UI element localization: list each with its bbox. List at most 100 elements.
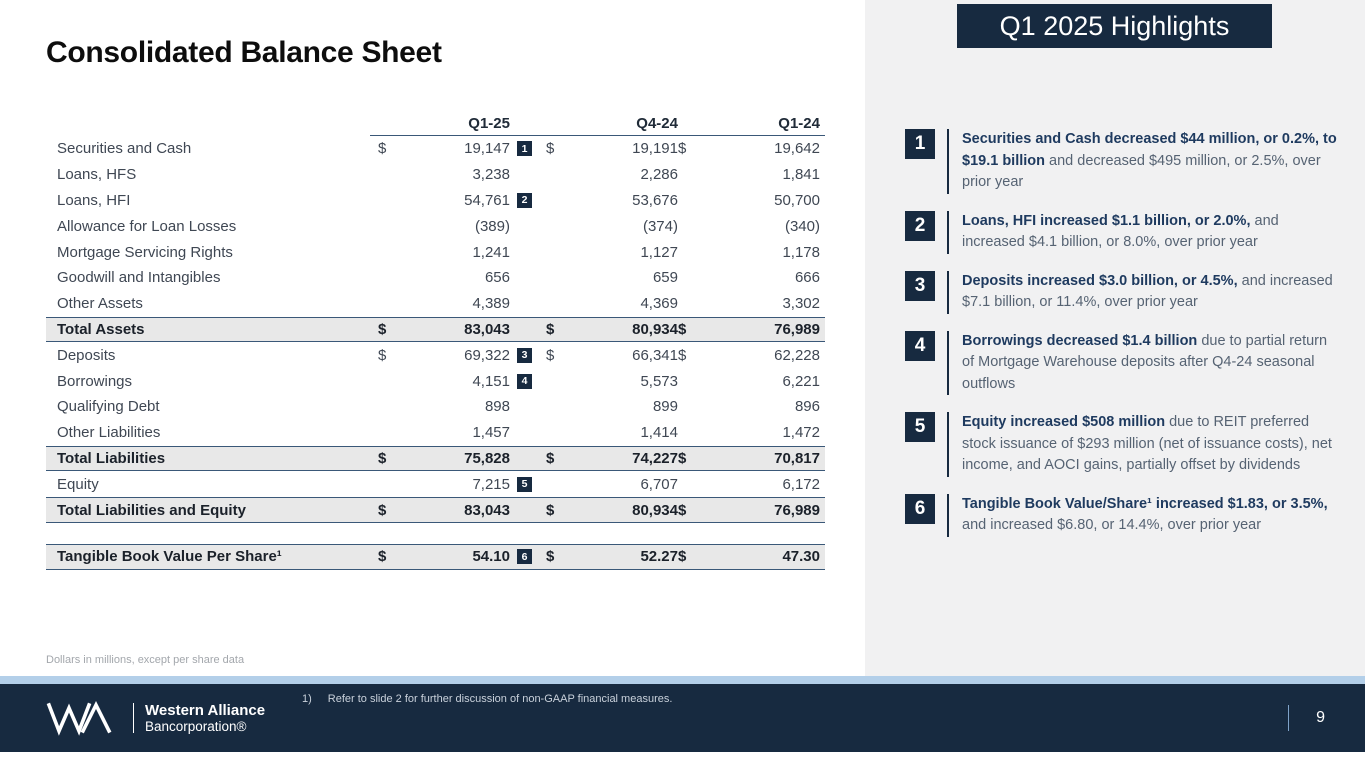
row-label: Equity: [57, 475, 99, 493]
row-label: Borrowings: [57, 372, 133, 390]
cell-value: 70,817: [774, 449, 820, 467]
badge-slot: 2: [510, 192, 546, 208]
highlight-text: Borrowings decreased $1.4 billion due to…: [962, 332, 1328, 392]
dollar-sign: $: [678, 548, 687, 566]
cell-value: 76,989: [774, 501, 820, 519]
table-row: Loans, HFS 3,238 2,286 1,841: [46, 162, 825, 188]
cell-value: 2,286: [640, 166, 678, 184]
highlight-divider: [947, 210, 949, 254]
footnote-text: Refer to slide 2 for further discussion …: [327, 693, 673, 705]
balance-sheet-table: Q1-25 Q4-24 Q1-24 Securities and Cash $ …: [46, 110, 825, 570]
footnote: 1) Refer to slide 2 for further discussi…: [302, 693, 672, 705]
highlight-text: Deposits increased $3.0 billion, or 4.5%…: [962, 272, 1333, 311]
cell-value: 19,191: [632, 140, 678, 158]
table-row-total-liabilities: Total Liabilities $ 75,828 $ 74,227 $ 70…: [46, 445, 825, 472]
cell-value: 83,043: [464, 320, 510, 338]
note-badge: 5: [517, 476, 532, 492]
cell-value: 69,322: [464, 346, 510, 364]
cell-value: 899: [652, 398, 678, 416]
cell-value: (389): [474, 217, 510, 235]
dollar-sign: $: [546, 449, 555, 467]
row-label: Other Liabilities: [57, 424, 161, 442]
footer-bar: Western Alliance Bancorporation® 1) Refe…: [0, 684, 1365, 752]
brand-name: Western Alliance Bancorporation®: [145, 702, 266, 734]
cell-value: 1,472: [782, 424, 820, 442]
row-label: Total Liabilities and Equity: [57, 501, 246, 519]
cell-value: 50,700: [774, 191, 820, 209]
dollar-sign: $: [546, 548, 555, 566]
cell-value: 6,221: [782, 372, 820, 390]
highlight-text: Equity increased $508 million due to REI…: [962, 414, 1332, 473]
cell-value: 1,241: [472, 243, 510, 261]
cell-value: 47.30: [782, 548, 820, 566]
dollar-sign: $: [546, 140, 555, 158]
cell-value: 83,043: [464, 501, 510, 519]
table-row: Goodwill and Intangibles 656 659 666: [46, 265, 825, 291]
cell-value: 53,676: [632, 191, 678, 209]
highlight-item: 2 Loans, HFI increased $1.1 billion, or …: [905, 210, 1350, 254]
table-row: Other Assets 4,389 4,369 3,302: [46, 291, 825, 317]
page-number-group: 9: [1287, 705, 1325, 731]
dollar-sign: $: [678, 449, 687, 467]
cell-value: 62,228: [774, 346, 820, 364]
cell-value: 1,841: [782, 166, 820, 184]
table-row: Loans, HFI 54,761 2 53,676 50,700: [46, 188, 825, 214]
cell-value: 80,934: [632, 320, 678, 338]
dollar-sign: $: [678, 346, 687, 364]
dollar-sign: $: [378, 501, 387, 519]
row-label: Other Assets: [57, 295, 143, 313]
table-header: Q1-25 Q4-24 Q1-24: [46, 110, 825, 136]
table-row-total-liabilities-equity: Total Liabilities and Equity $ 83,043 $ …: [46, 497, 825, 523]
cell-value: 19,147: [464, 140, 510, 158]
cell-value: 66,341: [632, 346, 678, 364]
row-label: Loans, HFS: [57, 166, 137, 184]
cell-value: 666: [794, 269, 820, 287]
column-header: Q1-24: [778, 114, 820, 132]
brand-divider: [133, 703, 134, 733]
cell-value: 19,642: [774, 140, 820, 158]
badge-slot: 1: [510, 141, 546, 157]
cell-value: 659: [652, 269, 678, 287]
table-footnote: Dollars in millions, except per share da…: [46, 654, 245, 666]
cell-value: (340): [784, 217, 820, 235]
highlight-item: 3 Deposits increased $3.0 billion, or 4.…: [905, 270, 1350, 314]
page-number: 9: [1316, 709, 1325, 726]
cell-value: 898: [484, 398, 510, 416]
highlight-divider: [947, 330, 949, 395]
dollar-sign: $: [378, 320, 387, 338]
highlight-divider: [947, 129, 949, 194]
column-header: Q1-25: [468, 114, 510, 132]
cell-value: 6,707: [640, 475, 678, 493]
cell-value: 80,934: [632, 501, 678, 519]
table-row: Borrowings 4,151 4 5,573 6,221: [46, 368, 825, 394]
cell-value: 4,389: [472, 295, 510, 313]
row-label: Total Liabilities: [57, 449, 166, 467]
highlight-divider: [947, 412, 949, 477]
note-badge: 4: [517, 373, 532, 389]
cell-value: 54.10: [472, 548, 510, 566]
cell-value: 7,215: [472, 475, 510, 493]
page-title: Consolidated Balance Sheet: [46, 36, 442, 69]
row-label: Tangible Book Value Per Share¹: [57, 548, 282, 566]
highlight-text: Tangible Book Value/Share¹ increased $1.…: [962, 495, 1328, 534]
column-header: Q4-24: [636, 114, 678, 132]
table-row: Qualifying Debt 898 899 896: [46, 394, 825, 420]
cell-value: 3,302: [782, 295, 820, 313]
row-label: Goodwill and Intangibles: [57, 269, 221, 287]
cell-value: 4,369: [640, 295, 678, 313]
cell-value: (374): [642, 217, 678, 235]
row-label: Securities and Cash: [57, 140, 192, 158]
highlight-divider: [947, 493, 949, 537]
highlights-list: 1 Securities and Cash decreased $44 mill…: [905, 129, 1350, 554]
badge-slot: 3: [510, 347, 546, 363]
cell-value: 75,828: [464, 449, 510, 467]
cell-value: 1,127: [640, 243, 678, 261]
table-row: Equity 7,215 5 6,707 6,172: [46, 471, 825, 497]
row-label: Allowance for Loan Losses: [57, 217, 237, 235]
note-badge: 6: [517, 549, 532, 565]
cell-value: 6,172: [782, 475, 820, 493]
table-row-total-assets: Total Assets $ 83,043 $ 80,934 $ 76,989: [46, 316, 825, 343]
dollar-sign: $: [378, 140, 387, 158]
highlight-divider: [947, 270, 949, 314]
cell-value: 1,178: [782, 243, 820, 261]
